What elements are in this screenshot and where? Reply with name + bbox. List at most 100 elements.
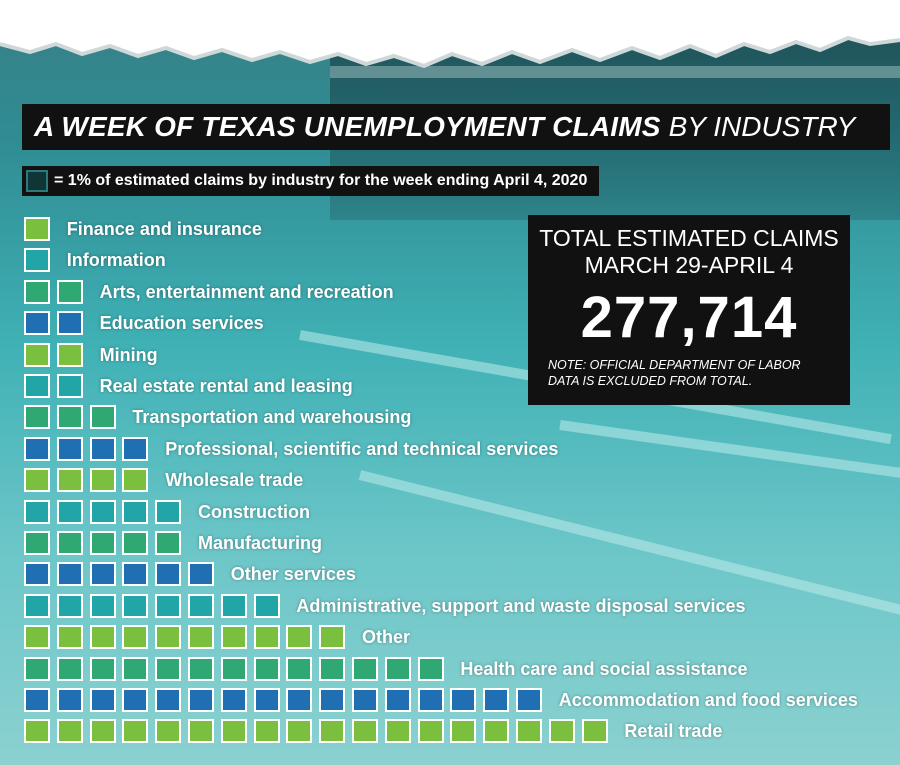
waffle-cell (122, 436, 149, 461)
waffle-cell (89, 688, 116, 712)
category-label: Arts, entertainment and recreation (99, 281, 394, 302)
waffle-cell (319, 688, 346, 712)
waffle-cell (450, 719, 477, 744)
waffle-cell (122, 688, 149, 712)
category-label: Other (362, 627, 411, 648)
category-label: Accommodation and food services (558, 690, 858, 710)
waffle-cell (24, 248, 50, 273)
waffle-cell (155, 688, 182, 712)
waffle-cell (516, 688, 542, 712)
waffle-cell (122, 468, 149, 493)
waffle-cell (188, 625, 214, 650)
waffle-cell (122, 656, 149, 681)
chart-title-suffix: BY INDUSTRY (668, 111, 856, 142)
waffle-cell (56, 688, 83, 712)
waffle-cell (253, 719, 280, 744)
category-label: Transportation and warehousing (132, 407, 412, 428)
waffle-cell (56, 405, 83, 430)
legend-text: = 1% of estimated claims by industry for… (54, 172, 588, 189)
waffle-cell (188, 562, 214, 587)
waffle-cell (24, 405, 50, 430)
category-label: Finance and insurance (66, 219, 262, 239)
waffle-cell (24, 374, 50, 398)
waffle-cell (56, 562, 83, 587)
waffle-cell (89, 436, 116, 461)
waffle-cell (417, 719, 444, 744)
waffle-cell (319, 625, 346, 650)
waffle-cell (155, 593, 182, 618)
waffle-cell (384, 688, 411, 712)
total-note: NOTE: OFFICIAL DEPARTMENT OF LABOR DATA … (548, 358, 801, 388)
total-heading-line2: MARCH 29-APRIL 4 (584, 252, 794, 278)
building-roofline (330, 66, 900, 78)
waffle-cell (122, 625, 149, 650)
waffle-cell (384, 719, 411, 744)
waffle-cell (24, 719, 50, 744)
legend: = 1% of estimated claims by industry for… (22, 166, 600, 196)
chart-title: A WEEK OF TEXAS UNEMPLOYMENT CLAIMS (34, 111, 661, 142)
waffle-cell (253, 656, 280, 681)
waffle-cell (155, 719, 182, 744)
waffle-cell (122, 499, 149, 524)
chart-title-bar: A WEEK OF TEXAS UNEMPLOYMENT CLAIMS BY I… (22, 104, 890, 150)
waffle-cell (56, 468, 83, 493)
waffle-cell (24, 531, 50, 555)
waffle-cell (352, 719, 378, 744)
category-label: Construction (198, 501, 310, 522)
waffle-cell (24, 342, 50, 367)
waffle-cell (24, 562, 50, 587)
waffle-cell (89, 531, 116, 555)
waffle-cell (24, 656, 50, 681)
waffle-cell (24, 468, 50, 493)
waffle-cell (122, 719, 149, 744)
waffle-cell (24, 217, 50, 241)
waffle-cell (417, 656, 444, 681)
waffle-cell (56, 719, 83, 744)
category-label: Other services (230, 564, 356, 585)
category-label: Education services (99, 313, 264, 334)
category-label: Information (66, 250, 166, 271)
waffle-cell (89, 719, 116, 744)
waffle-cell (483, 719, 510, 744)
waffle-cell (417, 688, 444, 712)
category-label: Administrative, support and waste dispos… (296, 595, 746, 616)
waffle-cell (24, 311, 50, 336)
waffle-cell (122, 531, 149, 555)
waffle-cell (253, 625, 280, 650)
waffle-cell (122, 562, 149, 587)
waffle-cell (155, 625, 182, 650)
waffle-cell (56, 499, 83, 524)
waffle-cell (286, 688, 313, 712)
waffle-cell (286, 719, 313, 744)
total-heading-line1: TOTAL ESTIMATED CLAIMS (539, 225, 839, 251)
waffle-cell (352, 656, 378, 681)
legend-square-icon (26, 170, 48, 192)
waffle-cell (56, 531, 83, 555)
waffle-cell (56, 656, 83, 681)
waffle-cell (155, 562, 182, 587)
waffle-cell (548, 719, 575, 744)
waffle-cell (188, 593, 214, 618)
torn-paper-edge (0, 0, 900, 69)
waffle-cell (89, 625, 116, 650)
waffle-cell (516, 719, 542, 744)
waffle-cell (56, 279, 83, 304)
category-label: Retail trade (624, 721, 723, 742)
category-label: Mining (99, 344, 158, 365)
waffle-cell (155, 656, 182, 681)
category-label: Real estate rental and leasing (99, 376, 353, 396)
waffle-cell (24, 688, 50, 712)
waffle-cell (352, 688, 378, 712)
waffle-cell (24, 436, 50, 461)
waffle-cell (220, 688, 247, 712)
waffle-cell (155, 499, 182, 524)
waffle-cell (24, 499, 50, 524)
waffle-cell (253, 593, 280, 618)
waffle-cell (89, 593, 116, 618)
waffle-cell (188, 719, 214, 744)
waffle-cell (56, 311, 83, 336)
waffle-cell (24, 593, 50, 618)
waffle-cell (24, 279, 50, 304)
waffle-cell (220, 593, 247, 618)
